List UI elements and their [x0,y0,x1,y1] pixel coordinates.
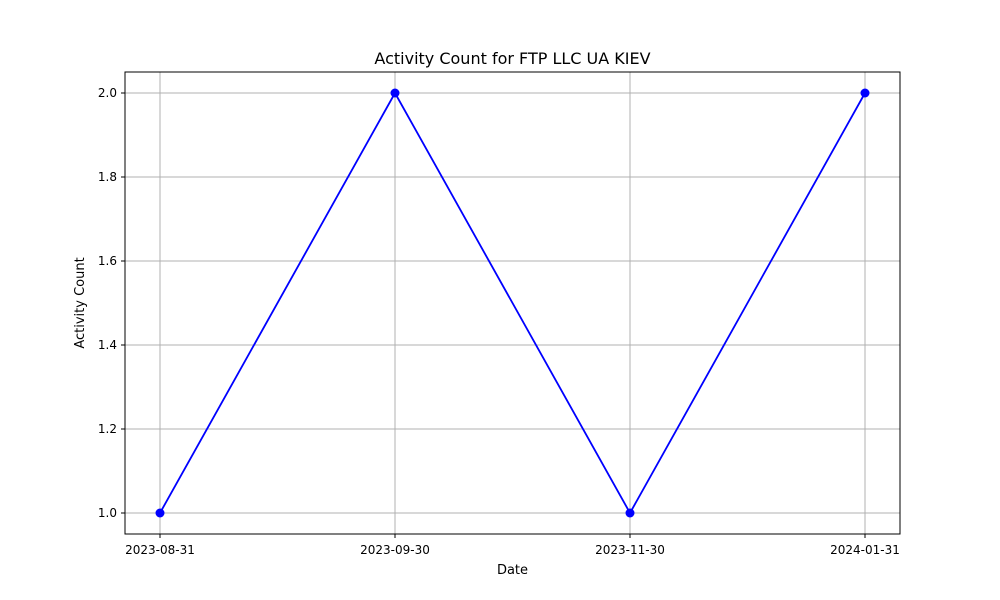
y-tick-label: 1.2 [98,422,117,436]
series-line [159,91,866,515]
y-tick-label: 1.8 [98,170,117,184]
x-tick-label: 2023-08-31 [125,543,195,557]
series-activity-count [155,88,870,518]
y-axis-ticks: 1.0 1.2 1.4 1.6 1.8 2.0 [98,86,125,520]
chart-title: Activity Count for FTP LLC UA KIEV [374,49,650,68]
x-axis-ticks: 2023-08-31 2023-09-30 2023-11-30 2024-01-31 [125,534,900,557]
y-tick-label: 1.0 [98,506,117,520]
y-tick-label: 1.4 [98,338,117,352]
x-tick-label: 2023-11-30 [595,543,665,557]
y-tick-label: 2.0 [98,86,117,100]
x-tick-label: 2023-09-30 [360,543,430,557]
data-point-2023-11-30 [625,508,635,518]
x-axis-label: Date [497,563,528,578]
x-tick-label: 2024-01-31 [830,543,900,557]
data-point-2023-09-30 [390,88,400,98]
y-axis-label: Activity Count [73,257,88,348]
y-tick-label: 1.6 [98,254,117,268]
data-point-2024-01-31 [860,88,870,98]
plot-frame [124,71,901,535]
data-point-2023-08-31 [155,508,165,518]
